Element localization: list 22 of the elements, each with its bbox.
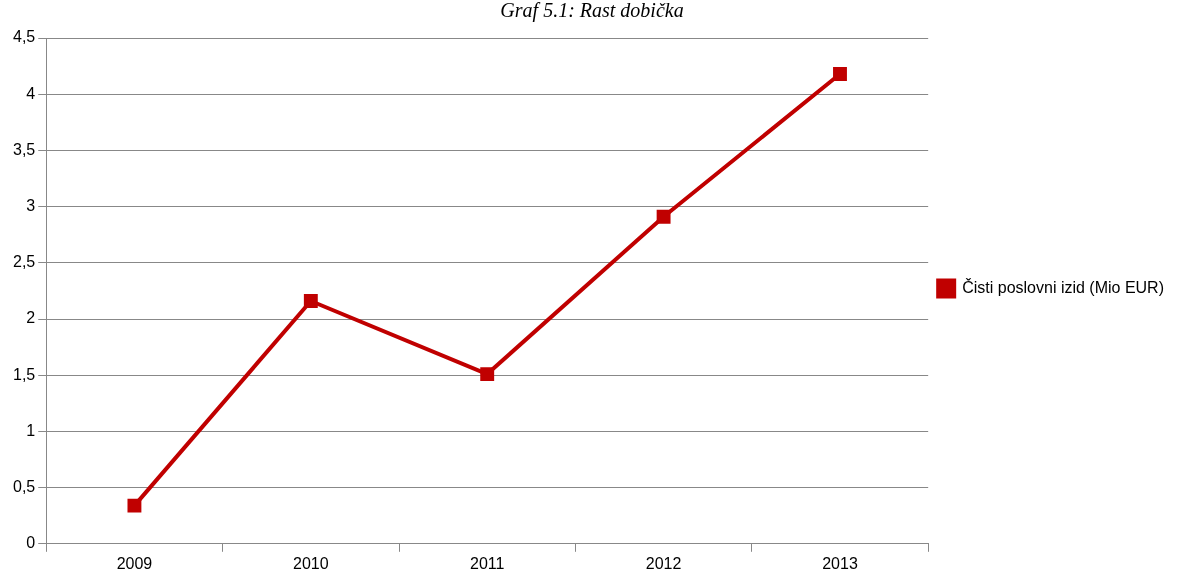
x-tick-label: 2009	[116, 554, 153, 572]
y-tick-label: 2,5	[12, 253, 36, 271]
y-tick-label: 0,5	[12, 478, 36, 496]
y-tick-label: 1	[26, 421, 36, 439]
y-tick-label: 4	[26, 84, 36, 102]
point	[303, 294, 318, 308]
y-tick-label: 1,5	[12, 365, 36, 383]
legend-label: Čisti poslovni izid (Mio EUR)	[962, 277, 1165, 296]
x-tick-label: 2010	[293, 554, 329, 572]
y-tick-label: 3	[26, 197, 36, 215]
y-tick-label: 0	[26, 534, 36, 552]
chart-title: Graf 5.1: Rast dobička	[500, 0, 684, 23]
x-tick-label: 2011	[470, 554, 505, 572]
point	[480, 367, 495, 382]
point	[127, 498, 142, 513]
y-tick-label: 4,5	[12, 28, 36, 46]
x-tick-label: 2012	[645, 554, 682, 572]
y-tick-label: 3,5	[12, 140, 36, 158]
y-tick-label: 2	[26, 309, 36, 327]
point	[656, 209, 671, 224]
x-tick-label: 2013	[822, 554, 858, 572]
point	[833, 67, 847, 81]
